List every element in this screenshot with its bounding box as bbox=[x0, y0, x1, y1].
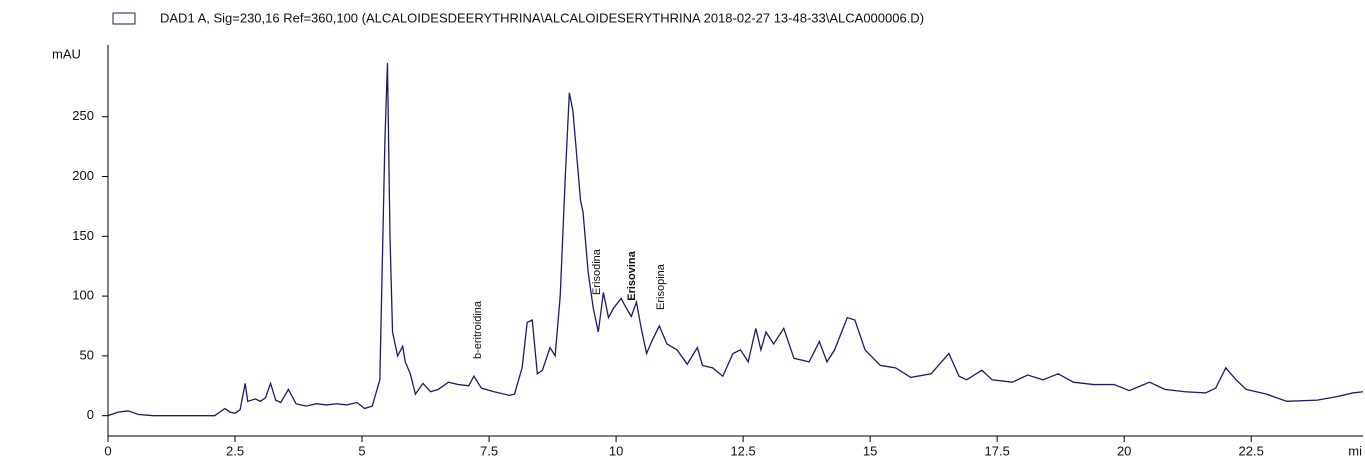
peak-label: Erisovina bbox=[626, 250, 638, 300]
trace bbox=[107, 62, 1364, 417]
x-tick-label: 20 bbox=[1117, 443, 1131, 458]
y-tick-label: 200 bbox=[72, 168, 94, 183]
peak-label: Erisodina bbox=[591, 248, 603, 295]
y-tick-label: 0 bbox=[87, 407, 94, 422]
y-tick-label: 250 bbox=[72, 108, 94, 123]
peak-label: b-eritroidina bbox=[472, 300, 484, 359]
x-tick-label: 10 bbox=[609, 443, 623, 458]
legend-swatch bbox=[112, 12, 136, 25]
x-tick-label: 0 bbox=[104, 443, 111, 458]
x-axis-label: mi bbox=[1348, 443, 1362, 458]
x-tick-label: 17.5 bbox=[985, 443, 1010, 458]
legend-label: DAD1 A, Sig=230,16 Ref=360,100 (ALCALOID… bbox=[160, 10, 924, 25]
x-tick-label: 2.5 bbox=[226, 443, 244, 458]
peak-label: Erisopina bbox=[655, 263, 667, 310]
x-tick-label: 22.5 bbox=[1239, 443, 1264, 458]
x-tick-label: 12.5 bbox=[730, 443, 755, 458]
x-tick-label: 7.5 bbox=[480, 443, 498, 458]
y-tick-label: 50 bbox=[80, 347, 94, 362]
y-tick-label: 150 bbox=[72, 228, 94, 243]
y-tick-label: 100 bbox=[72, 288, 94, 303]
y-axis-label: mAU bbox=[52, 46, 81, 61]
x-tick-label: 5 bbox=[358, 443, 365, 458]
x-tick-label: 15 bbox=[863, 443, 877, 458]
